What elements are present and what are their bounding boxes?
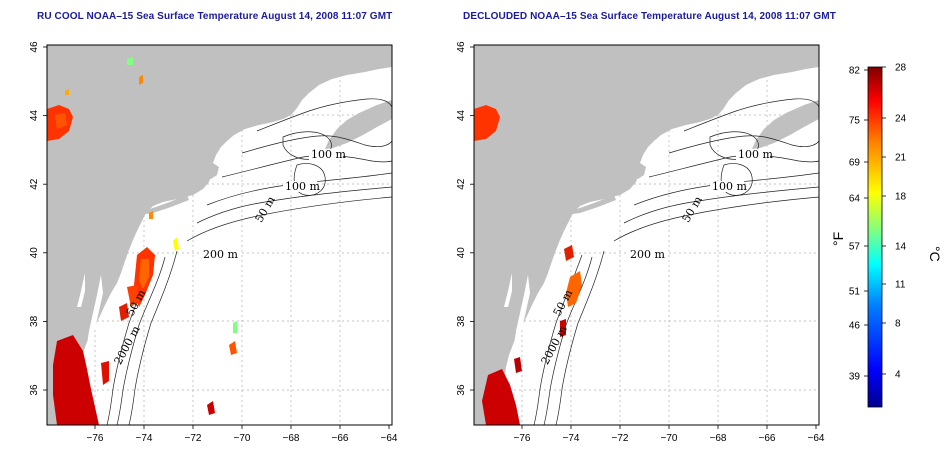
- colorbar-f-tick-label: 57: [849, 242, 861, 253]
- colorbar-c-tick-label: 4: [895, 370, 901, 381]
- x-tick-label: −66: [759, 433, 776, 444]
- y-tick-label: 40: [29, 247, 40, 259]
- x-tick-label: −68: [710, 433, 727, 444]
- y-tick-label: 38: [456, 315, 467, 327]
- colorbar-f-tick-label: 82: [849, 66, 861, 77]
- colorbar-f-tick-label: 46: [849, 321, 861, 332]
- colorbar-f-tick-label: 51: [849, 287, 861, 298]
- celsius-unit-label: °C: [927, 246, 943, 262]
- colorbar-gradient: [867, 66, 883, 408]
- x-tick-label: −76: [87, 433, 104, 444]
- x-tick-label: −72: [185, 433, 202, 444]
- y-tick-label: 46: [29, 41, 40, 53]
- y-tick-label: 42: [456, 178, 467, 190]
- colorbar-f-tick-label: 39: [849, 372, 861, 383]
- y-tick-label: 36: [29, 384, 40, 396]
- y-tick-label: 44: [29, 110, 40, 122]
- x-tick-label: −76: [514, 433, 531, 444]
- colorbar-c-tick-label: 18: [895, 192, 907, 203]
- map-panel-right: 100 m 100 m 50 m 200 m 50 m 2000 m: [473, 44, 820, 426]
- x-tick-label: −64: [381, 433, 398, 444]
- x-tick-label: −70: [661, 433, 678, 444]
- contour-label-100m-a: 100 m: [738, 148, 773, 161]
- x-tick-label: −72: [612, 433, 629, 444]
- sst-patches-right: [474, 105, 582, 425]
- contour-label-100m-a: 100 m: [311, 148, 346, 161]
- y-tick-label: 40: [456, 247, 467, 259]
- axes-right: −76 −74 −72 −70 −68 −66 −64 46 44 42 40 38 36: [456, 41, 825, 444]
- contour-label-200m: 200 m: [630, 248, 665, 261]
- y-tick-label: 36: [456, 384, 467, 396]
- x-tick-label: −74: [136, 433, 153, 444]
- x-tick-label: −64: [808, 433, 825, 444]
- colorbar: 82 75 69 64 57 51 46 39 28 24 21 18 14 11 8 4 °F °C: [830, 63, 943, 408]
- panel-right-title: DECLOUDED NOAA–15 Sea Surface Temperatur…: [463, 11, 836, 22]
- colorbar-f-tick-label: 75: [849, 116, 861, 127]
- colorbar-c-tick-label: 28: [895, 63, 907, 74]
- panel-left-title: RU COOL NOAA–15 Sea Surface Temperature …: [37, 11, 393, 22]
- map-panel-left: 100 m 100 m 50 m 200 m 50 m 2000 m: [46, 44, 393, 426]
- colorbar-c-tick-label: 21: [895, 153, 907, 164]
- colorbar-ticks: 82 75 69 64 57 51 46 39 28 24 21 18 14 11 8 4: [849, 63, 907, 383]
- contour-label-100m-b: 100 m: [285, 180, 320, 193]
- x-tick-label: −70: [234, 433, 251, 444]
- y-tick-label: 44: [456, 110, 467, 122]
- y-tick-label: 46: [456, 41, 467, 53]
- colorbar-f-tick-label: 69: [849, 158, 861, 169]
- contour-label-100m-b: 100 m: [712, 180, 747, 193]
- colorbar-c-tick-label: 11: [895, 280, 906, 291]
- colorbar-f-tick-label: 64: [849, 194, 861, 205]
- x-tick-label: −66: [332, 433, 349, 444]
- sst-patches-left: [47, 57, 237, 425]
- x-tick-label: −74: [563, 433, 580, 444]
- colorbar-c-tick-label: 8: [895, 319, 901, 330]
- fahrenheit-unit-label: °F: [830, 232, 846, 246]
- colorbar-c-tick-label: 24: [895, 114, 907, 125]
- colorbar-c-tick-label: 14: [895, 242, 907, 253]
- axes-left: −76 −74 −72 −70 −68 −66 −64 46 44 42 40 38 36: [29, 41, 398, 444]
- x-tick-label: −68: [283, 433, 300, 444]
- y-tick-label: 38: [29, 315, 40, 327]
- contour-label-200m: 200 m: [203, 248, 238, 261]
- y-tick-label: 42: [29, 178, 40, 190]
